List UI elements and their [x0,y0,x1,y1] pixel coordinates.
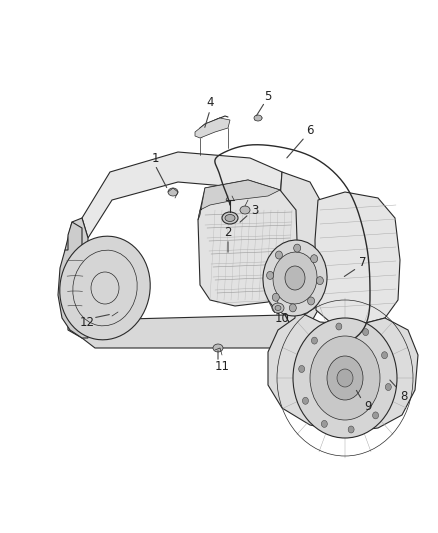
Ellipse shape [240,206,250,214]
Ellipse shape [285,266,305,290]
Text: 5: 5 [264,90,272,102]
Ellipse shape [168,188,178,196]
Text: 6: 6 [306,125,314,138]
Ellipse shape [290,304,297,312]
Polygon shape [280,172,320,328]
Ellipse shape [336,323,342,330]
Ellipse shape [263,240,327,316]
Text: 9: 9 [364,400,372,413]
Ellipse shape [381,352,388,359]
Text: 10: 10 [275,311,290,325]
Ellipse shape [310,336,380,420]
Ellipse shape [327,356,363,400]
Polygon shape [198,180,298,306]
Ellipse shape [337,369,353,387]
Text: 7: 7 [359,255,367,269]
Text: 1: 1 [151,151,159,165]
Ellipse shape [272,303,284,313]
Text: 11: 11 [215,360,230,374]
Polygon shape [82,152,282,238]
Ellipse shape [363,328,369,336]
Ellipse shape [307,297,314,305]
Ellipse shape [293,244,300,252]
Ellipse shape [272,293,279,301]
Ellipse shape [348,426,354,433]
Ellipse shape [373,412,378,419]
Polygon shape [198,180,280,220]
Polygon shape [82,315,308,348]
Polygon shape [268,310,418,432]
Ellipse shape [267,271,274,279]
Ellipse shape [222,212,238,224]
Ellipse shape [213,344,223,352]
Ellipse shape [385,384,391,391]
Polygon shape [58,222,88,338]
Ellipse shape [275,305,281,311]
Ellipse shape [276,251,283,259]
Text: 12: 12 [80,316,95,328]
Ellipse shape [273,252,317,304]
Ellipse shape [60,236,150,340]
Text: 8: 8 [400,390,408,402]
Polygon shape [315,192,400,325]
Text: 4: 4 [206,96,214,109]
Text: 3: 3 [251,204,259,216]
Ellipse shape [303,397,308,405]
Ellipse shape [254,115,262,121]
Ellipse shape [293,318,397,438]
Ellipse shape [321,421,327,427]
Text: 2: 2 [224,225,232,238]
Ellipse shape [299,366,305,373]
Ellipse shape [311,337,318,344]
Ellipse shape [225,214,235,222]
Polygon shape [195,118,230,138]
Polygon shape [65,218,88,338]
Ellipse shape [311,255,318,263]
Ellipse shape [316,277,323,285]
